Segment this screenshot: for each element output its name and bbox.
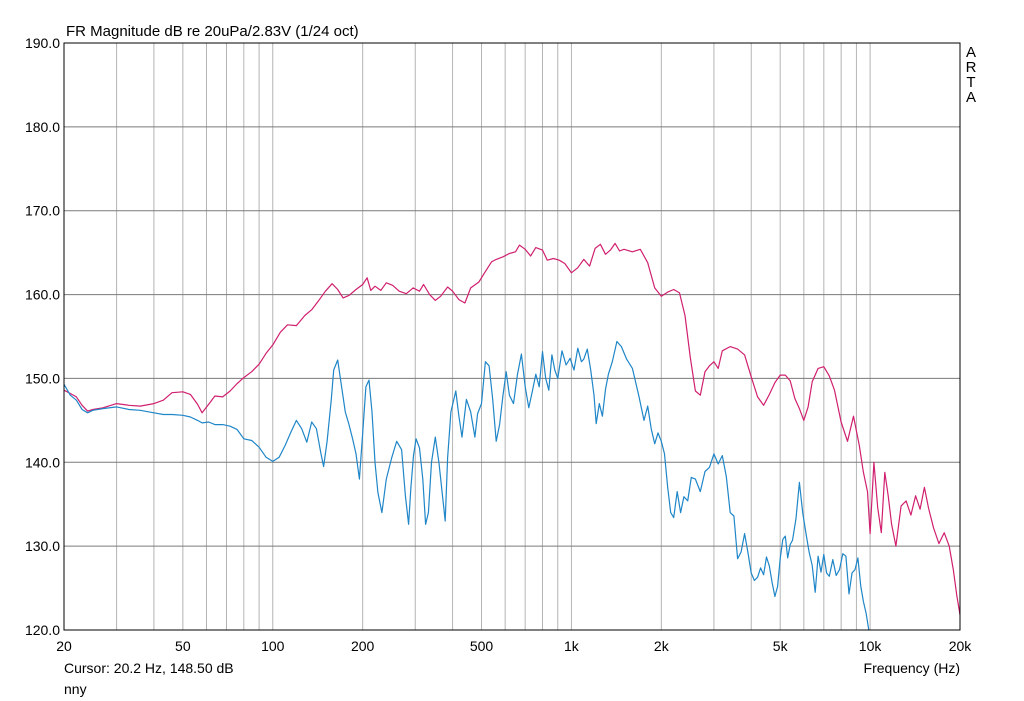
x-tick-labels: 20 50 100 200 500 1k 2k 5k 10k 20k (56, 638, 972, 654)
y-tick-label: 180.0 (25, 119, 60, 135)
x-tick-label: 200 (351, 638, 375, 654)
y-tick-label: 140.0 (25, 454, 60, 470)
x-tick-label: 50 (175, 638, 191, 654)
x-tick-label: 10k (859, 638, 883, 654)
x-tick-label: 100 (261, 638, 285, 654)
x-tick-label: 2k (654, 638, 670, 654)
plot-frame (63, 42, 961, 631)
y-tick-label: 160.0 (25, 287, 60, 303)
y-tick-labels: 120.0 130.0 140.0 150.0 160.0 170.0 180.0 190.0 (25, 35, 60, 638)
y-tick-label: 170.0 (25, 203, 60, 219)
x-tick-label: 500 (470, 638, 494, 654)
watermark-letter: T (966, 74, 975, 91)
chart-title: FR Magnitude dB re 20uPa/2.83V (1/24 oct… (66, 23, 359, 40)
series-line-1 (63, 242, 961, 615)
watermark-letter: R (966, 59, 977, 76)
x-axis-label: Frequency (Hz) (864, 660, 960, 676)
y-tick-label: 190.0 (25, 35, 60, 51)
y-tick-label: 150.0 (25, 370, 60, 386)
x-tick-label: 20 (56, 638, 72, 654)
x-tick-label: 1k (564, 638, 580, 654)
footer-note: nny (64, 681, 87, 697)
horizontal-gridlines (64, 126, 960, 547)
y-tick-label: 120.0 (25, 622, 60, 638)
y-tick-label: 130.0 (25, 538, 60, 554)
series-layer (63, 242, 961, 631)
cursor-readout: Cursor: 20.2 Hz, 148.50 dB (64, 660, 234, 676)
x-tick-label: 5k (773, 638, 789, 654)
series-line-2 (63, 340, 870, 631)
watermark-letter: A (966, 44, 976, 61)
x-tick-label: 20k (949, 638, 973, 654)
vertical-gridlines (116, 43, 871, 630)
watermark-letter: A (966, 89, 976, 106)
